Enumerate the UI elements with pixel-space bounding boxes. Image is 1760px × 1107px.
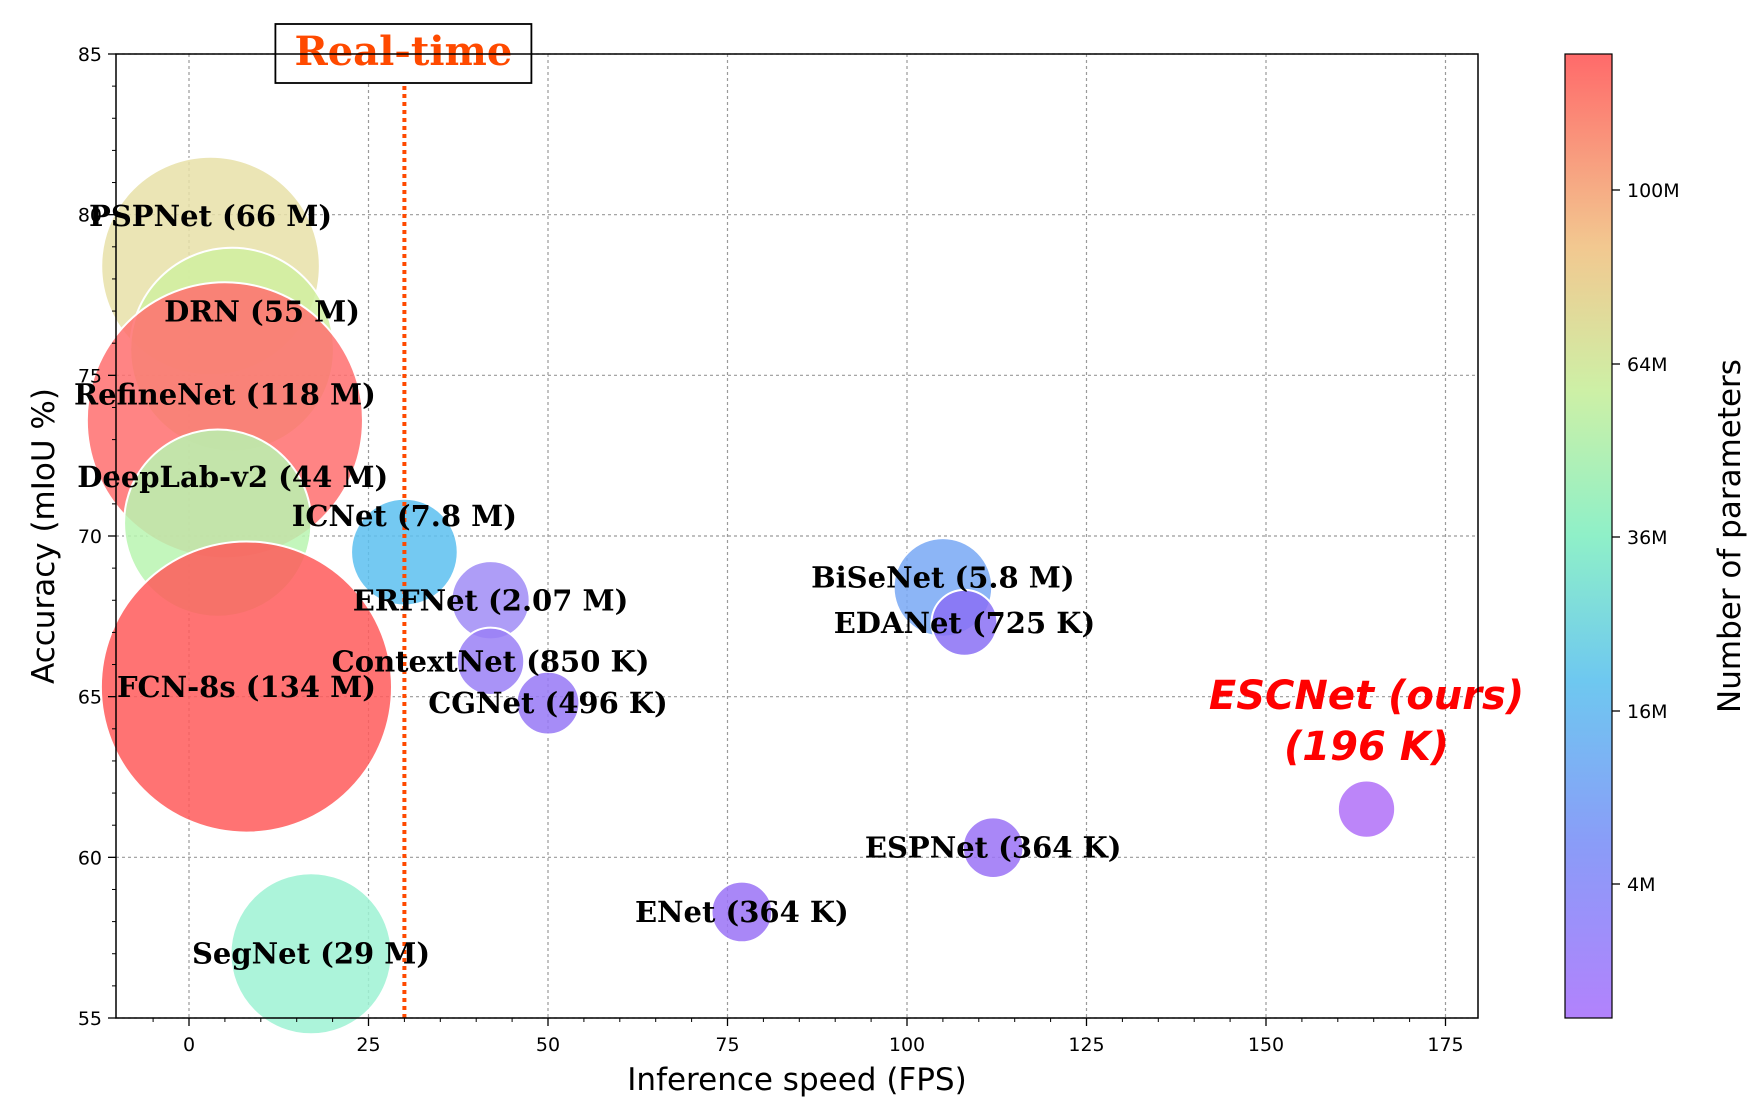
bubble-label: DeepLab-v2 (44 M)	[77, 460, 388, 494]
x-tick-label: 175	[1427, 1034, 1463, 1056]
colorbar-ticks: 100M 64M 36M 16M 4M	[1612, 180, 1680, 896]
colorbar-tick-label: 36M	[1627, 527, 1668, 549]
bubble-label: CGNet (496 K)	[428, 686, 668, 720]
x-tick-label: 50	[536, 1034, 560, 1056]
bubble-label: SegNet (29 M)	[192, 937, 430, 971]
x-tick-label: 75	[715, 1034, 739, 1056]
colorbar-tick-label: 64M	[1627, 354, 1668, 376]
y-tick-label: 85	[78, 44, 102, 66]
y-tick-label: 75	[78, 365, 102, 387]
bubble-point	[710, 880, 774, 944]
y-axis: 55 60 65 70 75 80 85	[78, 44, 116, 1030]
y-tick-label: 65	[78, 687, 102, 709]
bubble-label: BiSeNet (5.8 M)	[811, 560, 1074, 594]
colorbar-tick-label: 16M	[1627, 701, 1668, 723]
realtime-label: Real-time	[294, 28, 512, 75]
x-tick-label: 0	[183, 1034, 195, 1056]
colorbar-gradient	[1564, 53, 1613, 1019]
x-axis: 0 25 50 75 100 125 150 175	[152, 1018, 1464, 1056]
bubble-label: ESPNet (364 K)	[865, 831, 1122, 865]
bubble-label: FCN-8s (134 M)	[117, 670, 376, 704]
y-tick-label: 70	[78, 526, 102, 548]
x-tick-label: 100	[889, 1034, 925, 1056]
bubble-labels: PSPNet (66 M) DRN (55 M) RefineNet (118 M)…	[74, 199, 1524, 971]
x-axis-title: Inference speed (FPS)	[627, 1062, 966, 1098]
y-tick-label: 55	[78, 1008, 102, 1030]
bubble-label: ERFNet (2.07 M)	[353, 583, 629, 617]
colorbar-tick-label: 4M	[1627, 874, 1655, 896]
bubble-point	[455, 626, 526, 697]
x-tick-label: 25	[356, 1034, 380, 1056]
bubble-label: RefineNet (118 M)	[74, 377, 376, 411]
highlight-label: ESCNet (ours)	[1209, 673, 1524, 719]
bubble-point	[99, 540, 393, 834]
bubble-label: ContextNet (850 K)	[332, 644, 650, 678]
x-tick-label: 125	[1068, 1034, 1104, 1056]
bubble-point	[229, 872, 393, 1036]
bubble-point	[961, 816, 1025, 880]
bubble-label: ICNet (7.8 M)	[292, 499, 517, 533]
bubble-point	[515, 670, 581, 736]
y-axis-title: Accuracy (mIoU %)	[26, 388, 62, 684]
colorbar-tick-label: 100M	[1627, 180, 1680, 202]
x-tick-label: 150	[1248, 1034, 1284, 1056]
colorbar-title: Number of parameters	[1712, 359, 1748, 713]
y-tick-label: 60	[78, 847, 102, 869]
bubble-label: DRN (55 M)	[164, 295, 360, 329]
y-tick-label: 80	[78, 205, 102, 227]
colorbar: 100M 64M 36M 16M 4M Number of parameters	[1564, 53, 1748, 1019]
bubble-label: EDANet (725 K)	[834, 606, 1095, 640]
bubble-label: ENet (364 K)	[635, 895, 849, 929]
bubble-label: PSPNet (66 M)	[89, 199, 332, 233]
highlight-label-line2: (196 K)	[1284, 724, 1449, 770]
bubbles-layer	[85, 155, 1397, 1036]
bubble-point	[930, 588, 999, 657]
bubble-point	[1336, 779, 1397, 839]
